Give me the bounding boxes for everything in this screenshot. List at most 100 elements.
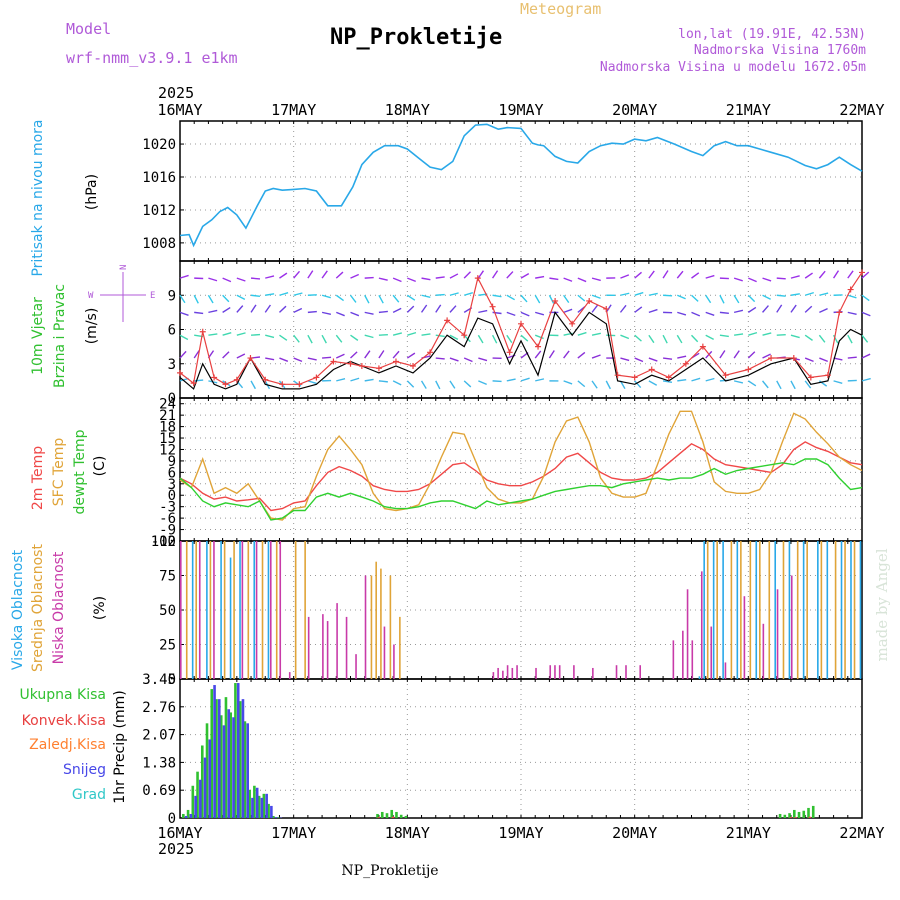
wind-barb: [463, 380, 472, 388]
y-tick-label: 24: [159, 397, 176, 413]
wind-barb: [378, 350, 385, 359]
wind-barb: [449, 305, 457, 313]
compass-w: W: [88, 291, 94, 301]
wind-barb: [293, 357, 303, 363]
precip-total-bar: [797, 811, 801, 818]
wind-barb: [208, 277, 218, 282]
wind-barb: [762, 332, 772, 336]
wind-barb: [648, 334, 655, 344]
wind-barb: [818, 334, 826, 343]
compass-n: N: [119, 265, 129, 270]
wind-barb: [208, 333, 218, 336]
wind-gust-marker: [859, 269, 865, 276]
wind-gust-marker: [199, 328, 206, 335]
wind-barb: [548, 350, 555, 359]
y-tick-label: 1.38: [142, 755, 176, 771]
wind-barb: [322, 356, 332, 359]
wind-barb: [421, 277, 431, 281]
wind-barb: [591, 294, 601, 299]
wind-barb: [747, 294, 756, 303]
wind-barb: [761, 380, 769, 389]
wind-gust-marker: [358, 363, 365, 370]
wind-barb: [406, 305, 415, 313]
wind-barb: [279, 357, 289, 362]
precip-snow-bar: [260, 797, 264, 818]
pressure-ylabels: Pritisak na nivou mora (hPa): [30, 119, 100, 276]
pressure-label: Pritisak na nivou mora: [30, 119, 46, 276]
wind-barb: [691, 311, 701, 317]
wind-barb: [691, 377, 701, 382]
y-tick-label: -12: [151, 534, 176, 550]
wind-barb: [477, 270, 485, 279]
y-tick-label: -9: [159, 523, 176, 539]
wind-barb: [776, 304, 783, 313]
precip-total-bar: [238, 701, 242, 818]
wind-barb: [535, 311, 545, 316]
wind-barb: [321, 334, 327, 344]
precip-conv-bar: [377, 817, 381, 818]
wind-barb: [634, 380, 642, 389]
wind-barb: [662, 334, 668, 344]
wind-barb: [577, 331, 587, 336]
wind-barb: [364, 311, 374, 315]
wind-barb: [691, 294, 699, 302]
date-label-bottom: 20MAY: [612, 824, 657, 842]
wind-gust-marker: [444, 317, 451, 324]
pressure-unit: (hPa): [84, 174, 100, 210]
precip-total-bar: [186, 809, 190, 818]
precip-label-hail: Grad: [72, 787, 106, 803]
wind-barb: [293, 334, 300, 343]
wind-gust-marker: [847, 286, 854, 293]
wind-barb: [335, 294, 345, 302]
wind-barb: [790, 334, 800, 339]
wind-gust-marker: [552, 297, 559, 304]
cloud-unit: (%): [92, 596, 108, 620]
y-tick-label: 0: [168, 672, 176, 688]
wind-barb: [392, 307, 402, 314]
wind-barb: [250, 294, 261, 298]
wind-gust-marker: [211, 374, 218, 381]
wind-unit: (m/s): [84, 308, 100, 345]
wind-barb: [620, 292, 630, 296]
wind-barb: [321, 294, 331, 299]
wind-barb: [336, 353, 345, 359]
cloud-label-low: Niska Oblacnost: [51, 551, 67, 664]
cloud-label-mid: Srednja Oblacnost: [30, 544, 46, 672]
wind-gust-marker: [631, 374, 638, 381]
wind-barb: [463, 334, 471, 343]
wind-barb: [435, 334, 445, 338]
precip-snow-bar: [265, 793, 268, 818]
precip-total-bar: [390, 809, 394, 818]
wind-gust-marker: [699, 343, 706, 350]
wind-barb: [733, 309, 744, 314]
wind-barb: [336, 377, 346, 382]
wind-barb: [478, 380, 487, 386]
temp-label-sfc: SFC Temp: [51, 438, 67, 507]
temp-unit: (C): [92, 456, 108, 477]
precip-label-frozen: Zaledj.Kisa: [29, 737, 106, 753]
wind-barb: [350, 334, 359, 341]
wind-barb: [349, 294, 357, 303]
wind-barb: [733, 277, 743, 282]
precip-total-bar: [380, 811, 384, 818]
wind-barb: [534, 334, 544, 340]
wind-barb: [392, 294, 400, 303]
wind-barb: [520, 273, 530, 279]
wind-barb: [449, 292, 459, 296]
chart-subtitle: Meteogram: [520, 0, 601, 18]
wind-barb: [407, 331, 417, 336]
wind-barb: [619, 304, 627, 313]
y-tick-label: 15: [159, 431, 176, 447]
precip-snow-bar: [194, 795, 197, 818]
wind-barb: [278, 305, 287, 313]
date-label-bottom: 16MAY: [157, 824, 202, 842]
wind-barb: [435, 380, 441, 390]
precip-total-bar: [196, 771, 199, 818]
date-label-bottom: 17MAY: [271, 824, 316, 842]
y-tick-label: 9: [168, 454, 176, 470]
wind-barb: [179, 350, 187, 359]
wind-barb: [463, 292, 473, 296]
wind-barb: [535, 275, 545, 279]
wind-barb: [762, 277, 772, 282]
